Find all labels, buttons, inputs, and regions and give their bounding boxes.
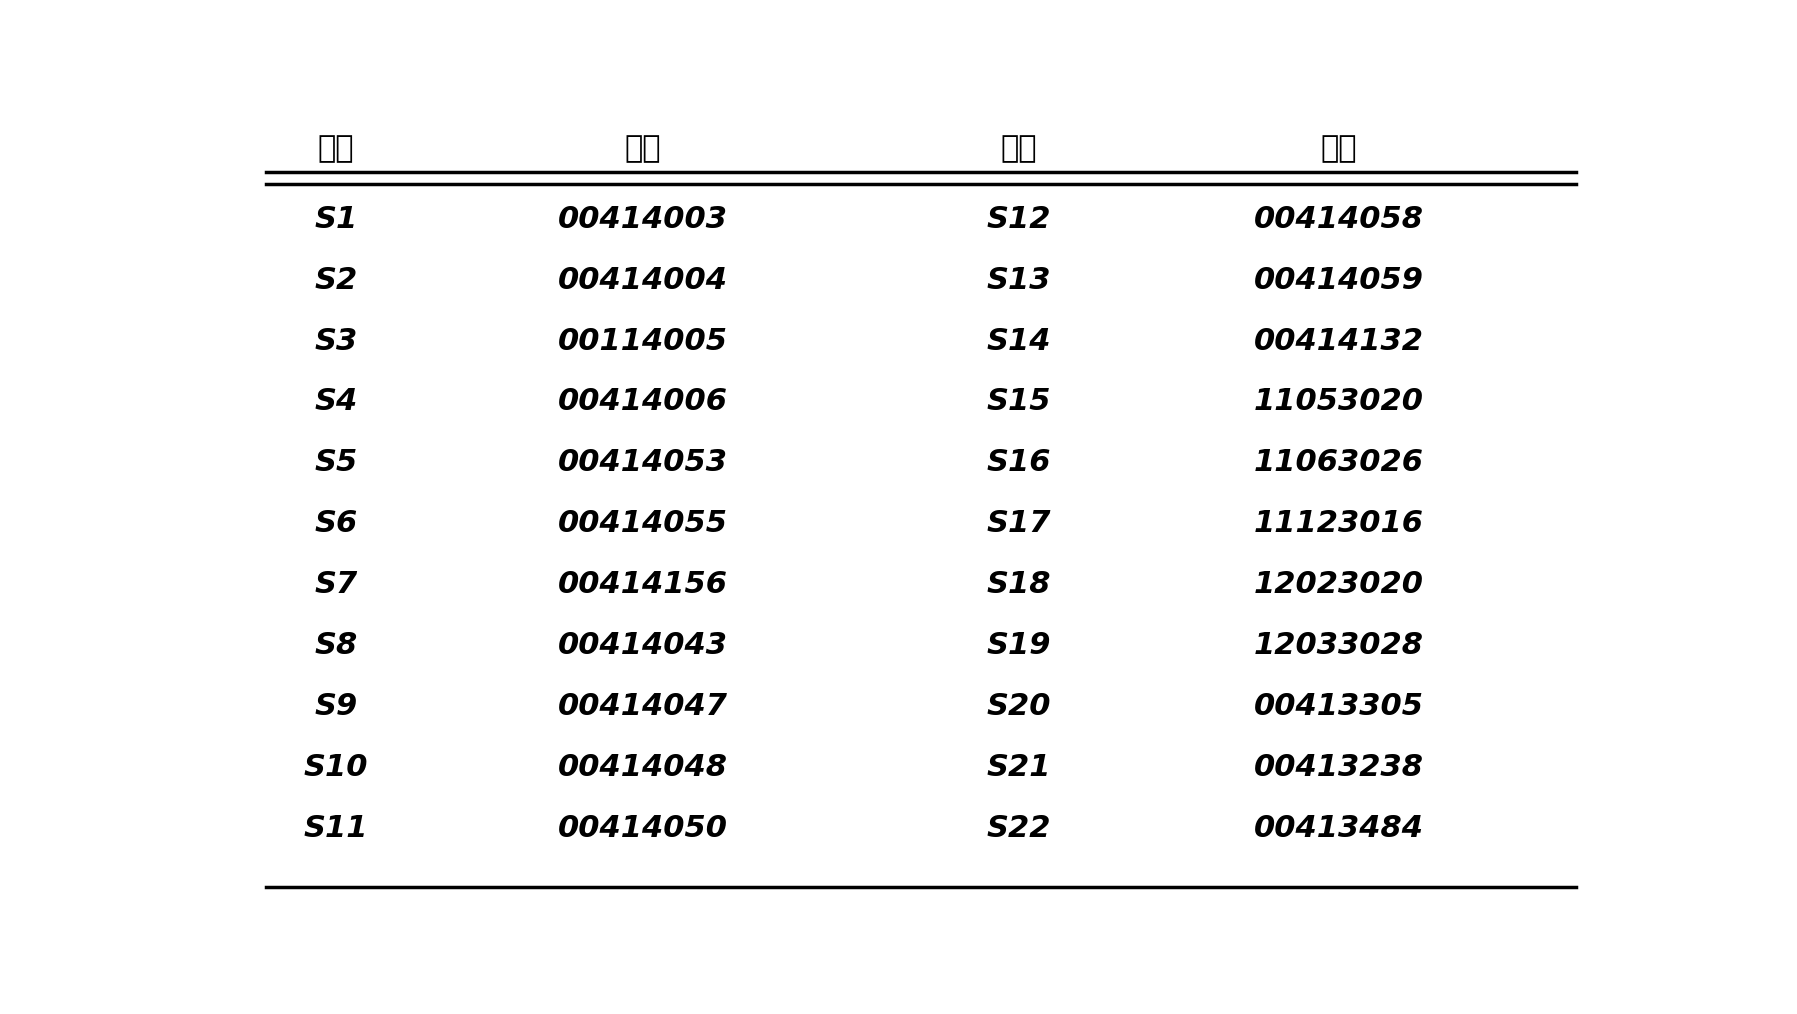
Text: 00414053: 00414053 (557, 448, 728, 478)
Text: 00414050: 00414050 (557, 814, 728, 843)
Text: S19: S19 (987, 631, 1051, 660)
Text: 00414004: 00414004 (557, 266, 728, 295)
Text: S3: S3 (314, 327, 358, 356)
Text: S14: S14 (987, 327, 1051, 356)
Text: 12033028: 12033028 (1254, 631, 1423, 660)
Text: S8: S8 (314, 631, 358, 660)
Text: 11123016: 11123016 (1254, 509, 1423, 538)
Text: 00414058: 00414058 (1254, 205, 1423, 234)
Text: 00414003: 00414003 (557, 205, 728, 234)
Text: S18: S18 (987, 570, 1051, 599)
Text: 11053020: 11053020 (1254, 387, 1423, 417)
Text: 00114005: 00114005 (557, 327, 728, 356)
Text: S22: S22 (987, 814, 1051, 843)
Text: 00414055: 00414055 (557, 509, 728, 538)
Text: S10: S10 (304, 752, 368, 782)
Text: 样品: 样品 (1001, 135, 1037, 163)
Text: S12: S12 (987, 205, 1051, 234)
Text: 00413238: 00413238 (1254, 752, 1423, 782)
Text: 批号: 批号 (624, 135, 661, 163)
Text: S17: S17 (987, 509, 1051, 538)
Text: 00414156: 00414156 (557, 570, 728, 599)
Text: 批号: 批号 (1321, 135, 1357, 163)
Text: 11063026: 11063026 (1254, 448, 1423, 478)
Text: 12023020: 12023020 (1254, 570, 1423, 599)
Text: S20: S20 (987, 692, 1051, 721)
Text: 00414043: 00414043 (557, 631, 728, 660)
Text: 样品: 样品 (318, 135, 354, 163)
Text: S21: S21 (987, 752, 1051, 782)
Text: 00414059: 00414059 (1254, 266, 1423, 295)
Text: 00413305: 00413305 (1254, 692, 1423, 721)
Text: S2: S2 (314, 266, 358, 295)
Text: S13: S13 (987, 266, 1051, 295)
Text: 00414132: 00414132 (1254, 327, 1423, 356)
Text: S11: S11 (304, 814, 368, 843)
Text: S9: S9 (314, 692, 358, 721)
Text: 00414047: 00414047 (557, 692, 728, 721)
Text: S5: S5 (314, 448, 358, 478)
Text: 00414048: 00414048 (557, 752, 728, 782)
Text: S7: S7 (314, 570, 358, 599)
Text: S15: S15 (987, 387, 1051, 417)
Text: S4: S4 (314, 387, 358, 417)
Text: S6: S6 (314, 509, 358, 538)
Text: S1: S1 (314, 205, 358, 234)
Text: 00414006: 00414006 (557, 387, 728, 417)
Text: S16: S16 (987, 448, 1051, 478)
Text: 00413484: 00413484 (1254, 814, 1423, 843)
